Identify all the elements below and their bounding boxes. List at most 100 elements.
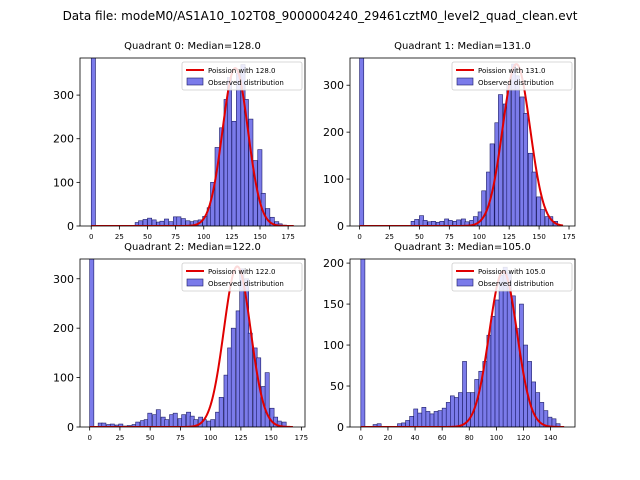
histogram-bar (555, 423, 561, 427)
legend-bar-swatch (186, 278, 204, 287)
x-tick-label: 125 (234, 434, 247, 442)
histogram-bar (218, 397, 224, 427)
x-tick-label: 0 (89, 233, 93, 241)
legend-box (451, 61, 573, 91)
poisson-curve (89, 265, 293, 427)
histogram-bar (230, 327, 236, 427)
histogram-bar (494, 299, 500, 427)
chart-panel-3: Quadrant 3: Median=105.0 0 20 40 60 80 100 120 1… (323, 242, 576, 442)
y-tick-label: 300 (323, 79, 344, 92)
axes-frame (79, 258, 306, 428)
x-tick-label: 175 (295, 434, 308, 442)
legend-line-label: Poission with 122.0 (208, 268, 276, 276)
histogram-bar (164, 419, 170, 427)
x-tick-label: 120 (517, 434, 530, 442)
chart-title: Quadrant 3: Median=105.0 (394, 242, 531, 253)
chart-panel-2: Quadrant 2: Median=122.0 0 25 50 75 100 125 150… (53, 242, 308, 442)
y-tick-label: 300 (53, 273, 74, 286)
x-tick-label: 25 (385, 233, 394, 241)
x-tick-label: 125 (502, 233, 515, 241)
histogram-bar (441, 407, 447, 427)
histogram-bar (180, 218, 186, 226)
histogram-bar (539, 209, 545, 226)
poisson-curve (91, 66, 294, 226)
histogram-bar (431, 221, 436, 226)
legend-bar-swatch (456, 77, 474, 86)
legend-box (451, 262, 573, 292)
histogram-bar (359, 58, 365, 226)
histogram-bar (281, 421, 287, 427)
histogram-bar (176, 216, 182, 226)
x-tick-label: 100 (204, 434, 217, 442)
histogram-bar (490, 316, 496, 427)
x-tick-label: 75 (171, 233, 180, 241)
y-tick-label: 0 (337, 220, 344, 233)
x-tick-label: 150 (264, 434, 277, 442)
legend-bar-label: Observed distribution (478, 280, 554, 288)
x-tick-label: 175 (562, 233, 575, 241)
x-tick-label: 150 (253, 233, 266, 241)
histogram-bar (514, 75, 520, 226)
histogram-bar (236, 72, 241, 226)
x-tick-label: 75 (176, 434, 185, 442)
x-tick-label: 25 (115, 434, 124, 442)
histogram-bar (360, 259, 366, 427)
x-tick-label: 50 (415, 233, 424, 241)
x-tick-label: 125 (225, 233, 238, 241)
histogram-bar (450, 395, 455, 427)
x-tick-label: 20 (383, 434, 392, 442)
y-tick-label: 0 (67, 421, 74, 434)
histogram-bar (172, 412, 178, 427)
x-tick-label: 40 (411, 434, 420, 442)
histogram-bar (458, 392, 463, 427)
x-tick-label: 75 (445, 233, 454, 241)
chart-panel-1: Quadrant 1: Median=131.0 0 25 50 75 100 125 150… (323, 41, 576, 241)
histogram-bar (462, 361, 467, 427)
y-tick-label: 200 (323, 257, 344, 270)
y-tick-label: 200 (53, 322, 74, 335)
figure-title: Data file: modeM0/AS1A10_102T08_90000042… (63, 9, 578, 23)
histogram-bar (472, 216, 478, 226)
y-tick-label: 100 (323, 339, 344, 352)
axes-frame (79, 57, 306, 227)
histogram-bar (531, 381, 536, 427)
chart-title: Quadrant 1: Median=131.0 (394, 41, 531, 52)
histogram-bar (498, 275, 504, 427)
y-tick-label: 300 (53, 89, 74, 102)
histogram-bar (155, 409, 161, 427)
histogram-bar (425, 411, 431, 427)
legend-bar-label: Observed distribution (208, 79, 284, 87)
x-tick-label: 100 (490, 434, 503, 442)
x-tick-label: 0 (359, 434, 363, 442)
legend-line-label: Poission with 128.0 (208, 67, 276, 75)
y-tick-label: 100 (53, 176, 74, 189)
x-tick-label: 175 (281, 233, 294, 241)
histogram-bar (135, 421, 141, 427)
legend-bar-swatch (186, 77, 204, 86)
histogram-bar (456, 219, 462, 226)
y-tick-label: 200 (323, 126, 344, 139)
x-tick-label: 100 (473, 233, 486, 241)
histogram-bar (264, 372, 270, 427)
legend-box (181, 262, 303, 292)
histogram-bar (376, 423, 382, 427)
x-tick-label: 0 (357, 233, 361, 241)
histogram-bar (531, 171, 537, 226)
legend-bar-label: Observed distribution (478, 79, 554, 87)
histogram-bar (409, 416, 415, 427)
histogram-bar (429, 413, 435, 427)
histogram-bar (164, 218, 169, 226)
histogram-bar (433, 411, 439, 427)
x-tick-label: 80 (465, 434, 474, 442)
y-tick-label: 0 (67, 220, 74, 233)
x-tick-label: 50 (146, 434, 155, 442)
histogram-bar (523, 113, 529, 226)
y-tick-label: 0 (337, 421, 344, 434)
histogram-bar (417, 412, 423, 427)
chart-title: Quadrant 0: Median=128.0 (124, 41, 261, 52)
histogram-bar (421, 407, 427, 427)
y-tick-label: 150 (323, 298, 344, 311)
histogram-bar (118, 423, 124, 427)
histogram-bar (109, 423, 115, 427)
histogram-bar (181, 414, 187, 427)
